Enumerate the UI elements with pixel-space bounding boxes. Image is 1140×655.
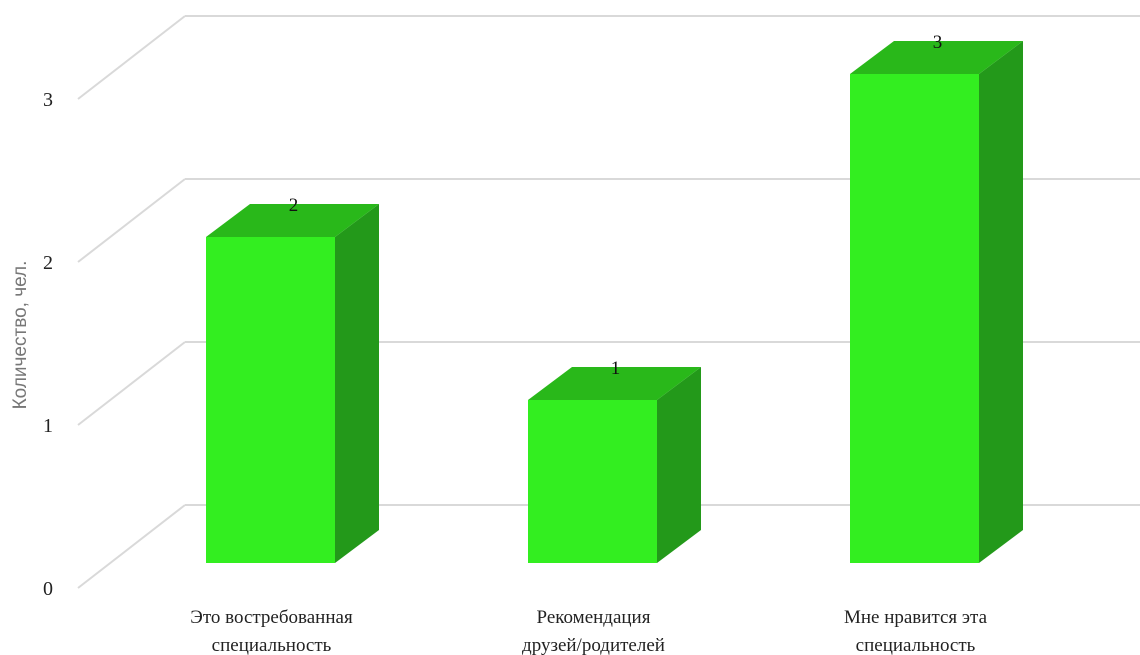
y-tick-label: 3 (43, 89, 53, 111)
category-label: специальность (856, 635, 976, 655)
category-label: специальность (212, 635, 332, 655)
bar-front (528, 400, 657, 563)
bar: 1 (528, 358, 701, 563)
bar-side (979, 41, 1023, 563)
gridline-diagonal (77, 504, 186, 589)
bar-top (206, 204, 379, 237)
bar-front (206, 237, 335, 563)
bar: 2 (206, 195, 379, 563)
category-label: друзей/родителей (522, 635, 665, 655)
y-tick-label: 0 (43, 578, 53, 600)
bar-side (335, 204, 379, 563)
bar-side (657, 367, 701, 563)
category-label: Это востребованная (190, 607, 353, 628)
y-tick-label: 1 (43, 415, 53, 437)
category-label: Мне нравится эта (844, 607, 988, 628)
gridline-diagonal (77, 15, 186, 100)
y-axis-label: Количество, чел. (10, 261, 31, 410)
bar-top (850, 41, 1023, 74)
data-label: 3 (933, 32, 943, 53)
bar: 3 (850, 32, 1023, 563)
category-label: Рекомендация (537, 607, 651, 628)
y-tick-label: 2 (43, 252, 53, 274)
category-labels: Это востребованная специальность Рекоменда… (190, 607, 987, 655)
bar-top (528, 367, 701, 400)
data-label: 2 (289, 195, 299, 216)
gridline-diagonal (77, 341, 186, 426)
gridline-diagonal (77, 178, 186, 263)
y-axis-ticks: 0 1 2 3 (43, 89, 53, 600)
bar-front (850, 74, 979, 563)
bars: 2 1 3 (206, 32, 1023, 563)
data-label: 1 (611, 358, 621, 379)
